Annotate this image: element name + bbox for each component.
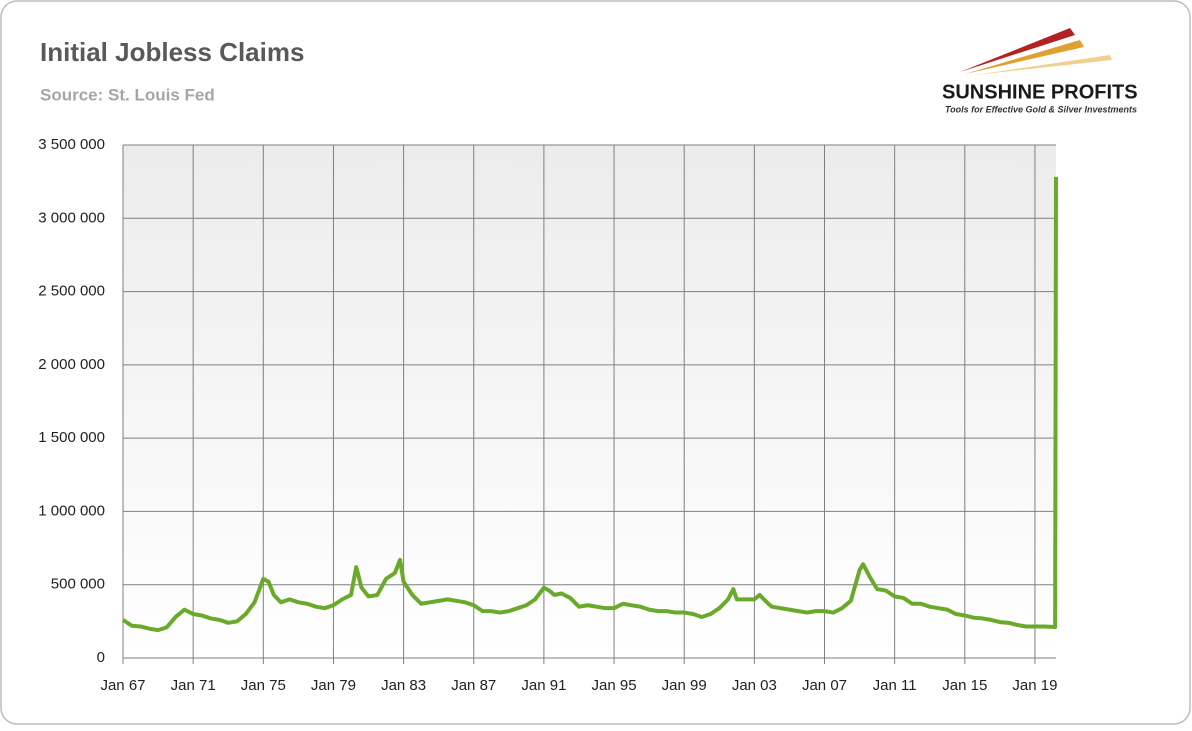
x-tick-label: Jan 83 (381, 677, 426, 694)
y-tick-label: 1 500 000 (38, 429, 105, 446)
logo-ray (965, 40, 1084, 74)
data-line (121, 176, 1058, 633)
x-tick-label: Jan 75 (241, 677, 286, 694)
logo-tagline: Tools for Effective Gold & Silver Invest… (945, 104, 1137, 114)
x-tick-label: Jan 07 (802, 677, 847, 694)
x-tick-label: Jan 03 (732, 677, 777, 694)
y-tick-label: 2 500 000 (38, 283, 105, 300)
y-tick-label: 2 000 000 (38, 356, 105, 373)
chart-title: Initial Jobless Claims (40, 37, 304, 67)
logo-ray (975, 55, 1112, 75)
y-tick-label: 3 000 000 (38, 209, 105, 226)
y-tick-label: 0 (97, 649, 105, 666)
x-tick-label: Jan 99 (662, 677, 707, 694)
x-tick-label: Jan 91 (521, 677, 566, 694)
x-tick-label: Jan 95 (592, 677, 637, 694)
y-tick-label: 3 500 000 (38, 136, 105, 153)
plot-area (123, 145, 1056, 658)
y-tick-label: 500 000 (51, 576, 105, 593)
chart-subtitle: Source: St. Louis Fed (40, 85, 215, 104)
logo: SUNSHINE PROFITS Tools for Effective Gol… (942, 28, 1138, 114)
x-tick-label: Jan 87 (451, 677, 496, 694)
x-tick-label: Jan 67 (100, 677, 145, 694)
x-tick-label: Jan 19 (1012, 677, 1057, 694)
x-tick-label: Jan 15 (942, 677, 987, 694)
logo-name: SUNSHINE PROFITS (942, 81, 1138, 103)
y-tick-label: 1 000 000 (38, 502, 105, 519)
x-tick-label: Jan 11 (873, 677, 917, 694)
logo-ray (960, 28, 1075, 72)
x-tick-label: Jan 71 (171, 677, 216, 694)
x-tick-label: Jan 79 (311, 677, 356, 694)
